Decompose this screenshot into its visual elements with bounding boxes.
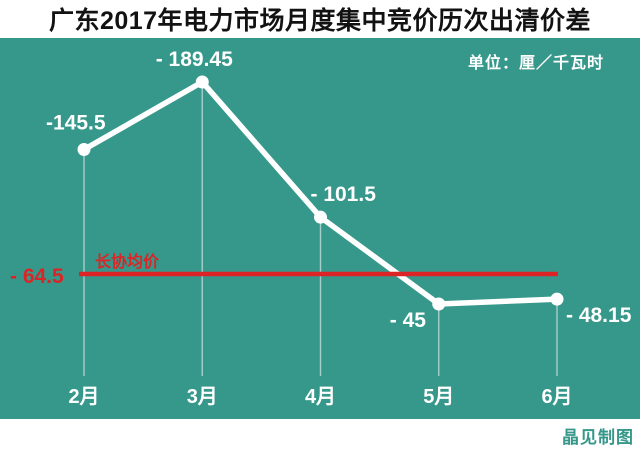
point-value-label: - 48.15 (566, 304, 632, 327)
data-point (550, 292, 564, 306)
x-axis-label: 4月 (305, 386, 336, 408)
x-axis-label: 5月 (423, 386, 454, 408)
data-point (77, 143, 91, 157)
unit-label: 单位：厘／千瓦时 (467, 55, 604, 72)
chart-svg: 长协均价 - 64.5 -145.5 - 189.45 - 101.5 - 45 - 48.… (10, 48, 632, 408)
x-axis-label: 3月 (187, 386, 218, 408)
benchmark-value-label: - 64.5 (10, 265, 64, 288)
data-point (432, 297, 446, 311)
footer: 晶见制图 (0, 419, 640, 457)
credit-label: 晶见制图 (562, 428, 634, 447)
page-title: 广东2017年电力市场月度集中竞价历次出清价差 (48, 7, 592, 35)
benchmark-label: 长协均价 (95, 252, 160, 271)
chart-area: 单位：厘／千瓦时 长协均价 - 64.5 -145.5 - 189.45 - 101.5… (0, 38, 640, 419)
data-point (314, 210, 327, 224)
point-value-label: - 101.5 (311, 183, 377, 206)
title-bar: 广东2017年电力市场月度集中竞价历次出清价差 (0, 0, 640, 38)
x-axis-label: 6月 (541, 386, 572, 408)
point-value-label: - 189.45 (156, 48, 233, 71)
data-point (195, 75, 209, 89)
point-value-label: -145.5 (46, 112, 106, 135)
point-value-label: - 45 (390, 309, 427, 332)
x-axis-label: 2月 (68, 386, 99, 408)
